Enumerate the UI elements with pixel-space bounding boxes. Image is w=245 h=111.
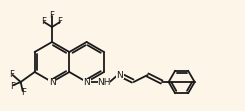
Text: F: F bbox=[9, 69, 14, 78]
Bar bbox=[98, 78, 110, 85]
Bar bbox=[48, 78, 56, 85]
Bar bbox=[116, 71, 124, 78]
Text: N: N bbox=[83, 77, 90, 86]
Text: F: F bbox=[58, 18, 62, 27]
Text: F: F bbox=[49, 11, 54, 20]
Text: F: F bbox=[10, 81, 15, 90]
Text: NH: NH bbox=[97, 77, 110, 86]
Text: F: F bbox=[21, 87, 26, 96]
Bar bbox=[83, 78, 91, 85]
Text: F: F bbox=[41, 18, 47, 27]
Text: N: N bbox=[49, 77, 55, 86]
Text: N: N bbox=[116, 70, 123, 79]
